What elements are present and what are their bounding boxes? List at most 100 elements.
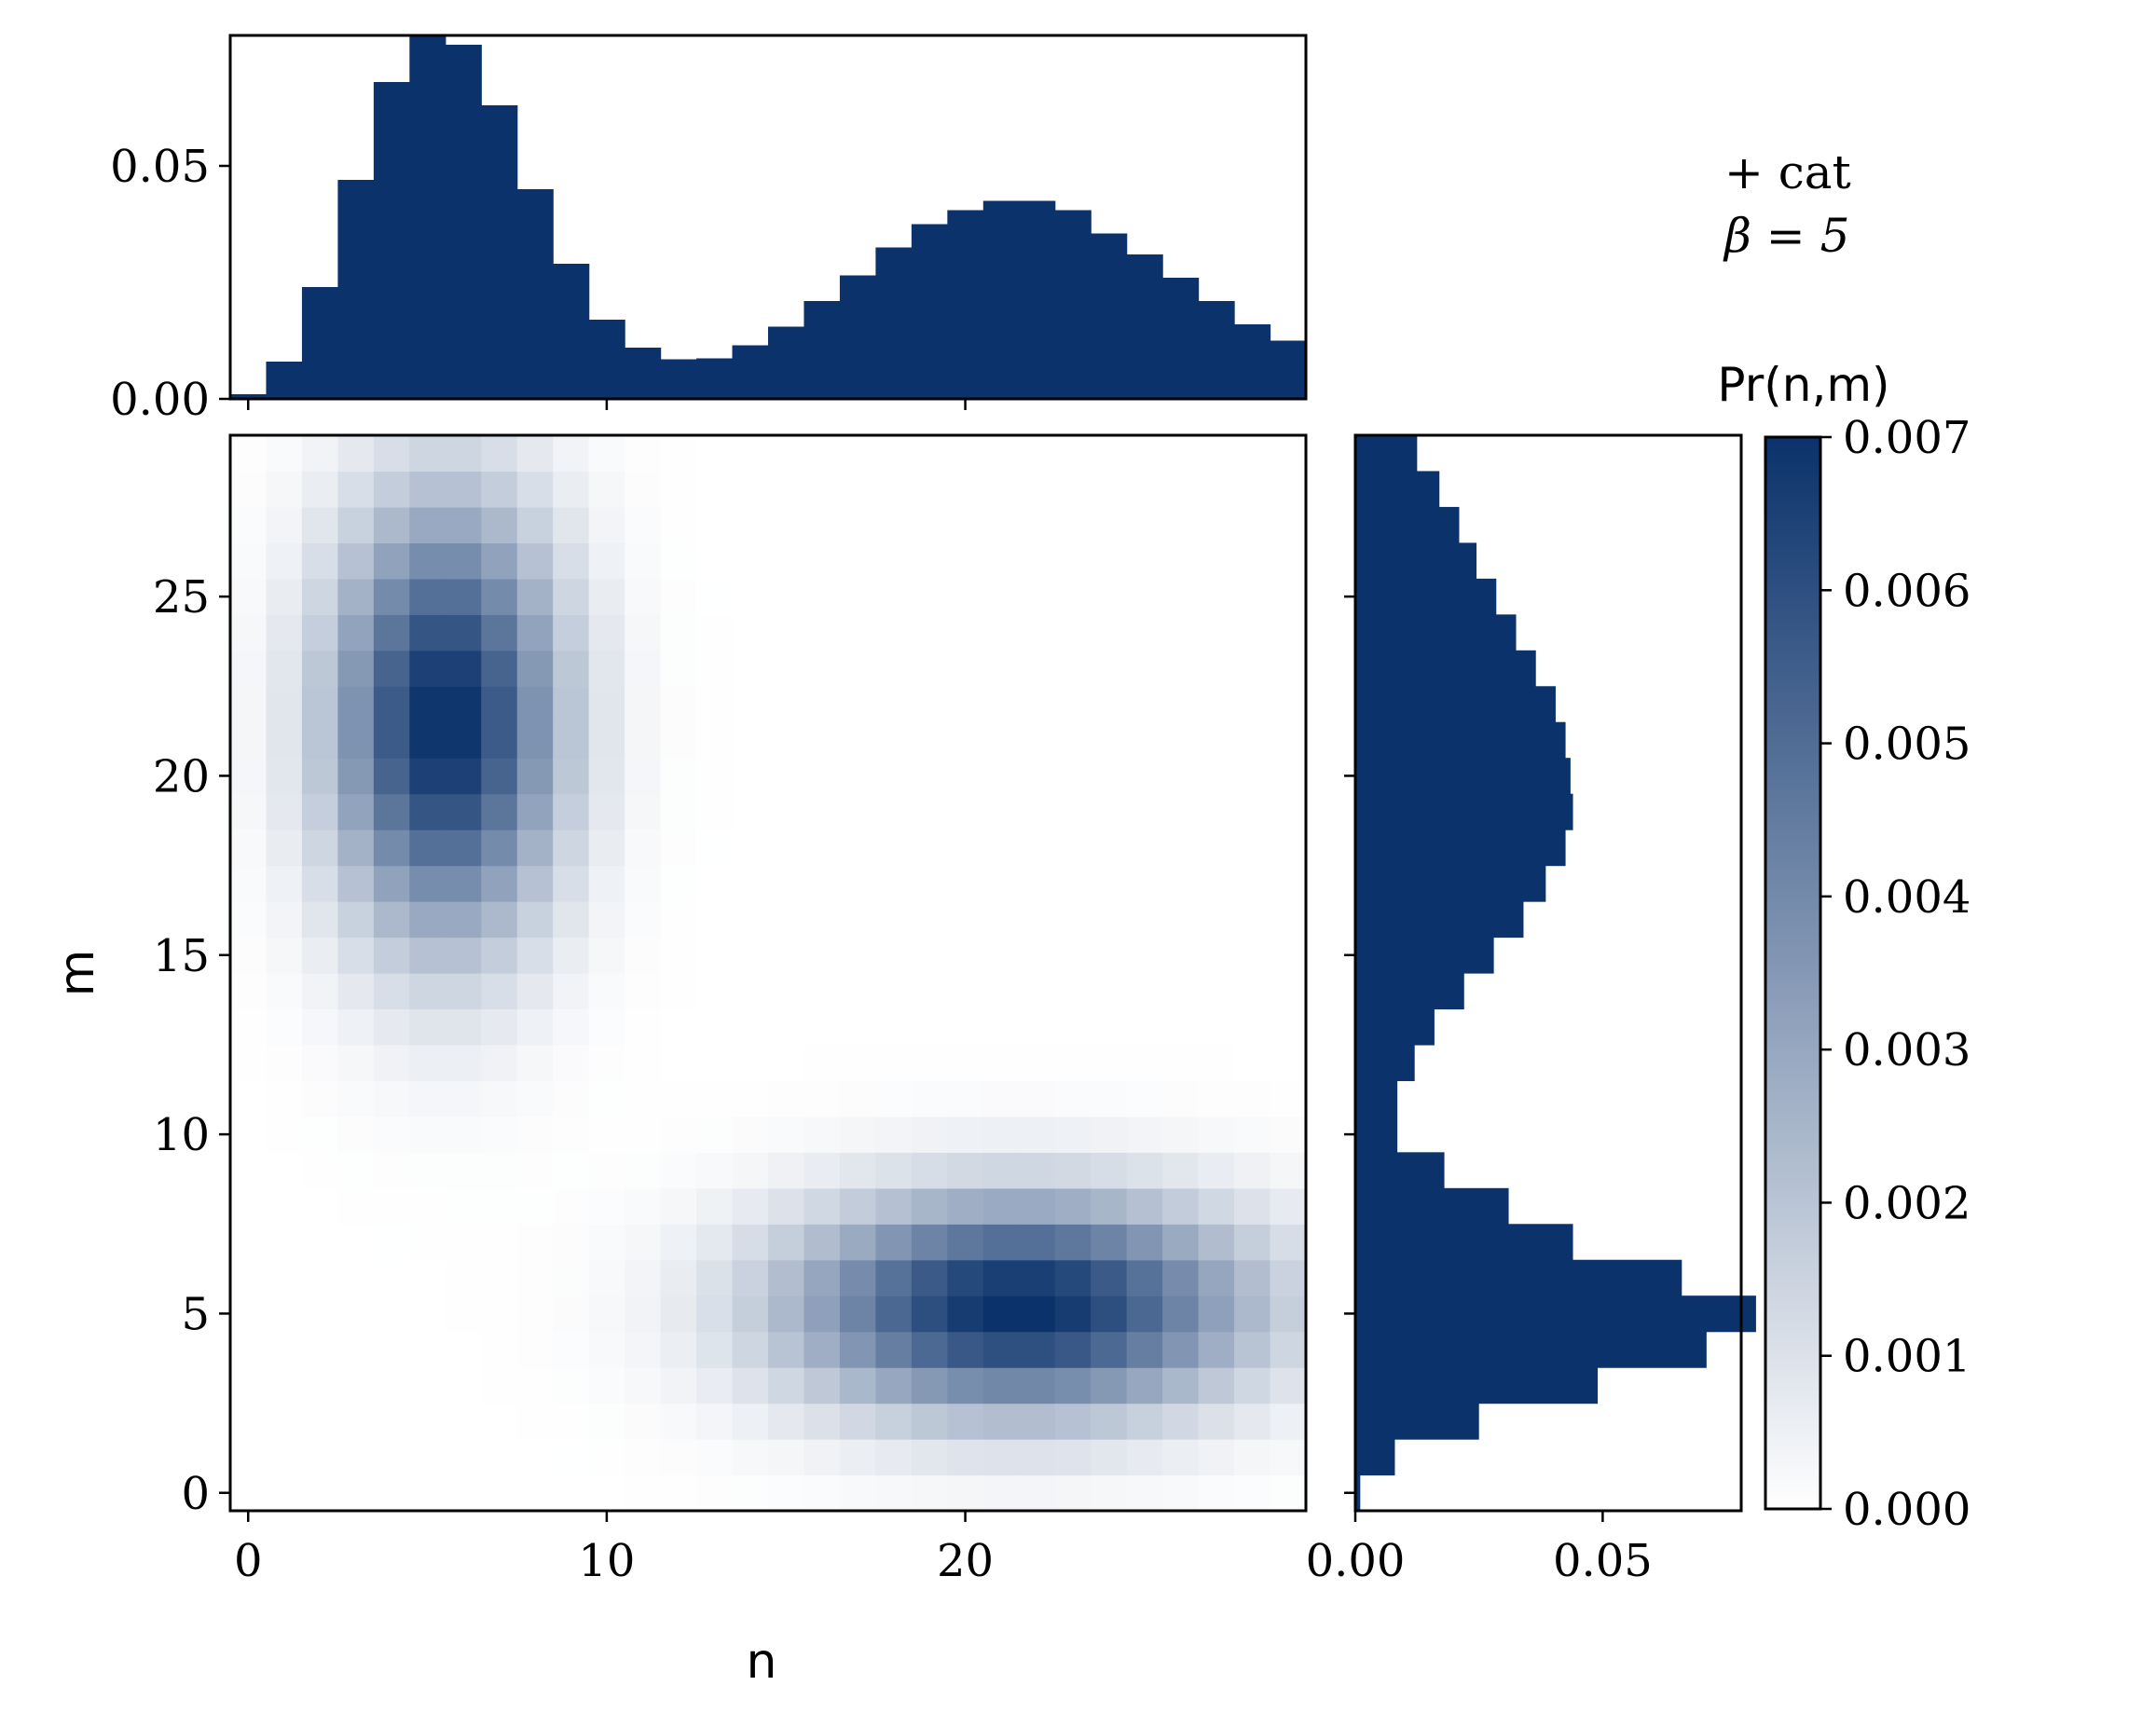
heatmap-cell [696, 901, 734, 939]
heatmap-cell [1126, 1224, 1163, 1261]
heatmap-cell [1270, 686, 1307, 723]
heatmap-cell [409, 506, 446, 543]
heatmap-cell [1126, 578, 1163, 615]
heatmap-cell [1091, 578, 1128, 615]
heatmap-cell [803, 578, 841, 615]
heatmap-cell [982, 829, 1020, 867]
top-marginal-bar [803, 301, 841, 399]
x-tick-label: 20 [937, 1535, 994, 1587]
heatmap-cell [1234, 435, 1271, 473]
heatmap-cell [1091, 1403, 1128, 1440]
heatmap-cell [982, 1367, 1020, 1405]
heatmap-cell [696, 1474, 734, 1512]
heatmap-cell [516, 793, 554, 830]
heatmap-cell [911, 1259, 948, 1296]
heatmap-cell [768, 506, 805, 543]
heatmap-cell [409, 1367, 446, 1405]
heatmap-cell [768, 435, 805, 473]
heatmap-cell [875, 758, 913, 795]
heatmap-cell [266, 1439, 303, 1476]
heatmap-cell [1019, 1474, 1056, 1512]
heatmap-cell [1270, 1403, 1307, 1440]
heatmap-cell [947, 435, 984, 473]
heatmap-cell [266, 1331, 303, 1368]
heatmap-cell [588, 721, 625, 759]
top-marginal-bars [230, 35, 1307, 399]
heatmap-cell [266, 506, 303, 543]
heatmap-cell [839, 937, 876, 974]
heatmap-cell [588, 471, 625, 508]
right-marginal-bar [1355, 1474, 1361, 1512]
heatmap-cell [301, 1008, 338, 1046]
heatmap-cell [1198, 758, 1235, 795]
heatmap-cell [625, 1080, 662, 1117]
y-tick-label: 10 [153, 1109, 210, 1161]
heatmap-cell [947, 1187, 984, 1225]
heatmap-cell [875, 937, 913, 974]
heatmap-cell [696, 1295, 734, 1333]
heatmap-cell [660, 614, 697, 651]
heatmap-cell [1162, 1044, 1200, 1081]
heatmap-cell [481, 1474, 518, 1512]
heatmap-cell [768, 1439, 805, 1476]
heatmap-cell [1019, 1116, 1056, 1153]
heatmap-cell [1234, 1008, 1271, 1046]
heatmap-cell [625, 937, 662, 974]
heatmap-cell [1270, 471, 1307, 508]
heatmap-cell [266, 1080, 303, 1117]
heatmap-cell [445, 1187, 482, 1225]
heatmap-cell [696, 1224, 734, 1261]
heatmap-cell [1126, 901, 1163, 939]
heatmap-cell [625, 829, 662, 867]
heatmap-cell [911, 686, 948, 723]
heatmap-cell [1019, 578, 1056, 615]
heatmap-cell [553, 578, 590, 615]
heatmap-cell [337, 1259, 375, 1296]
heatmap-cell [373, 650, 410, 687]
heatmap-cell [337, 686, 375, 723]
heatmap-cell [553, 1403, 590, 1440]
heatmap-cell [732, 614, 769, 651]
right-marginal-bar [1355, 901, 1524, 939]
y-tick-label: 20 [153, 750, 210, 802]
heatmap-cell [1054, 1295, 1092, 1333]
heatmap-cell [660, 1224, 697, 1261]
heatmap-cell [1126, 686, 1163, 723]
heatmap-cell [947, 901, 984, 939]
heatmap-cell [1270, 506, 1307, 543]
heatmap-cell [875, 1295, 913, 1333]
heatmap-cell [1054, 865, 1092, 902]
heatmap-cell [947, 721, 984, 759]
heatmap-cell [911, 471, 948, 508]
heatmap-cell [839, 1044, 876, 1081]
heatmap-cell [982, 471, 1020, 508]
heatmap-cell [230, 758, 268, 795]
heatmap-cell [266, 650, 303, 687]
right-marginal-bar [1355, 1367, 1599, 1405]
top-marginal-bar [696, 358, 734, 399]
heatmap-cell [337, 1224, 375, 1261]
heatmap-cell [1162, 1295, 1200, 1333]
heatmap-cell [337, 614, 375, 651]
heatmap-cell [1198, 506, 1235, 543]
heatmap-cell [409, 1152, 446, 1189]
heatmap-cell [266, 542, 303, 580]
heatmap-cell [445, 1044, 482, 1081]
heatmap-cell [660, 578, 697, 615]
heatmap-cell [1198, 471, 1235, 508]
heatmap-cell [982, 614, 1020, 651]
heatmap-cell [1198, 1224, 1235, 1261]
heatmap-cell [803, 793, 841, 830]
heatmap-cell [1198, 542, 1235, 580]
heatmap-cell [481, 1224, 518, 1261]
top-y-tick-label: 0.00 [110, 374, 210, 426]
heatmap-cell [839, 1116, 876, 1153]
right-marginal-bar [1355, 1187, 1509, 1225]
heatmap-cell [1091, 506, 1128, 543]
heatmap-cell [481, 901, 518, 939]
heatmap-cell [803, 1008, 841, 1046]
heatmap-cell [445, 937, 482, 974]
heatmap-cell [301, 937, 338, 974]
heatmap-cell [1054, 901, 1092, 939]
heatmap-cell [373, 1331, 410, 1368]
